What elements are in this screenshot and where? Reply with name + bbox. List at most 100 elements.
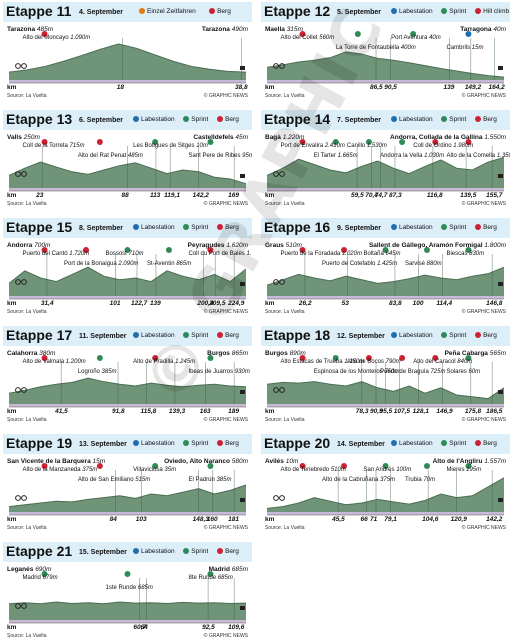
climb-altitude: 10m <box>196 143 208 149</box>
legend-item-mountain: Berg <box>475 332 497 339</box>
climb-annotation: Alto de San Emiliano 515m <box>78 477 150 483</box>
cyclist-wheel <box>279 171 285 177</box>
legend-item-labestation: Labestation <box>133 440 175 447</box>
finish-flag-icon <box>240 606 245 610</box>
credit-note: © GRAPHIC NEWS <box>461 417 506 423</box>
km-tick-label: 91,8 <box>112 408 125 415</box>
km-tick-label: 189 <box>228 408 239 415</box>
climb-altitude: 1.980m <box>453 143 474 149</box>
climb-annotation: Canillo 1.530m <box>347 143 387 149</box>
stage-header: Etappe 16 9. September Labestation Sprint Be… <box>261 218 510 238</box>
start-name: Calahorra <box>7 350 38 357</box>
climb-annotation: Alto de la Manzaneda 375m <box>23 467 98 473</box>
stage-date: 11. September <box>79 333 127 340</box>
cyclist-wheel <box>279 279 285 285</box>
legend-label: Berg <box>483 224 497 231</box>
mountain-marker-icon <box>152 355 159 361</box>
climb-altitude: 385m <box>101 369 117 375</box>
climb-annotation: Ibeas de Juarros 930m <box>188 369 249 375</box>
labestation-icon <box>133 116 139 122</box>
start-name: Andorra <box>7 242 33 249</box>
cyclist-wheel <box>21 387 27 393</box>
km-axis-label: km <box>7 516 17 523</box>
climb-name: St-Aventin <box>146 261 175 267</box>
climb-annotation: Alto de Bocos 790m <box>347 359 401 365</box>
mountain-marker-icon <box>299 463 306 469</box>
climb-name: Cambrils <box>446 45 471 51</box>
climb-annotation: Andorra la Vella 1.030m <box>380 153 444 159</box>
climb-altitude: 385m <box>216 477 232 483</box>
intermediate-sprint-icon <box>183 548 190 554</box>
stage-panel-12: Etappe 12 5. September Labestation Sprint Hi… <box>261 2 510 100</box>
legend-label: Sprint <box>191 116 209 123</box>
climb-annotation: Alto de Valmala 1.200m <box>23 359 86 365</box>
climb-annotation: Port Aventura 40m <box>391 35 441 41</box>
profile-base <box>267 296 504 299</box>
elevation-profile <box>9 44 246 80</box>
legend-item-mountain: Berg <box>217 224 239 231</box>
km-tick-label: 181 <box>228 516 239 523</box>
start-location: Bagà 1.220m <box>265 134 304 141</box>
stage-date: 6. September <box>79 117 123 124</box>
start-location: Burgos 890m <box>265 350 306 357</box>
sprint-marker-icon <box>365 139 372 145</box>
elevation-profile <box>267 157 504 188</box>
stage-date: 12. September <box>337 333 385 340</box>
legend-item-mountain: Berg <box>217 440 239 447</box>
km-tick-label: 142,2 <box>486 516 503 523</box>
climb-name: Puerto de la Foradada <box>280 251 341 257</box>
source-note: Source: La Vuelta <box>265 93 305 99</box>
sprint-marker-icon <box>354 31 361 37</box>
profile-base <box>267 512 504 515</box>
km-tick-label: 119,1 <box>164 192 180 199</box>
stage-panel-13: Etappe 13 6. September Labestation Sprint Be… <box>3 110 252 208</box>
mountain-marker-icon <box>341 247 348 253</box>
km-axis-label: km <box>265 300 275 307</box>
climb-altitude: 100m <box>396 467 412 473</box>
climb-annotation: Mieres 195m <box>446 467 481 473</box>
stage-title: Etappe 11 <box>6 3 72 19</box>
stage-header: Etappe 11 4. September Einzel Zeitfahren Be… <box>3 2 252 22</box>
start-name: Bagà <box>265 134 281 141</box>
climb-annotation: Bossost 710m <box>106 251 144 257</box>
start-name: Burgos <box>265 350 288 357</box>
climb-annotation: Sarvisé 880m <box>405 261 442 267</box>
start-name: Maella <box>265 26 285 33</box>
legend-label: Berg <box>225 224 239 231</box>
profile-chart <box>8 139 247 192</box>
labestation-icon <box>391 224 397 230</box>
credit-note: © GRAPHIC NEWS <box>461 525 506 531</box>
legend-label: Sprint <box>449 8 467 15</box>
legend-label: Labestation <box>399 8 433 15</box>
km-tick-label: 90,5 <box>384 84 397 91</box>
climb-name: Solares <box>446 369 467 375</box>
stage-header: Etappe 19 13. September Labestation Sprint B… <box>3 434 252 454</box>
finish-name: Castelldefels <box>193 134 234 141</box>
source-note: Source: La Vuelta <box>7 525 47 531</box>
legend-item-intermediate_sprint: Sprint <box>183 440 208 447</box>
finish-name: Peyragudes <box>187 242 225 249</box>
sprint-marker-icon <box>410 31 417 37</box>
finish-name: Madrid <box>208 566 230 573</box>
start-altitude: 10m <box>285 458 299 465</box>
stage-date: 4. September <box>79 9 123 16</box>
climb-annotation: Alto del Moncayo 1.090m <box>23 35 91 41</box>
climb-annotation: Logroño 385m <box>78 369 117 375</box>
intermediate-sprint-icon <box>183 440 190 446</box>
mountain-marker-icon <box>299 31 306 37</box>
km-tick-label: 160 <box>206 516 218 523</box>
km-tick-label: 53 <box>341 300 349 307</box>
climb-altitude: 375m <box>380 477 396 483</box>
km-tick-label: 186,5 <box>486 408 503 415</box>
km-axis-label: km <box>265 192 275 199</box>
elevation-profile <box>267 267 504 296</box>
legend-label: Berg <box>225 440 239 447</box>
stage-title: Etappe 17 <box>6 327 73 343</box>
sprint-marker-icon <box>165 247 172 253</box>
legend-item-mountain: Berg <box>217 332 239 339</box>
finish-location: Tarragona 40m <box>460 26 506 33</box>
legend-item-hill_climb: Hill climb <box>475 8 509 15</box>
climb-altitude: 685m <box>217 575 233 581</box>
profile-outline <box>266 266 505 286</box>
labestation-icon <box>133 440 139 446</box>
